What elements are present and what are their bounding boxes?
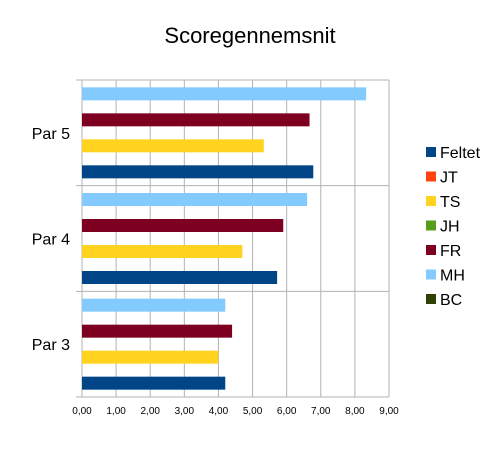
legend-label-mh: MH bbox=[440, 268, 465, 285]
bar-ts-par-4 bbox=[82, 245, 243, 258]
bar-mh-par-4 bbox=[82, 193, 308, 206]
legend-label-fr: FR bbox=[440, 243, 461, 260]
category-label: Par 4 bbox=[32, 232, 70, 249]
x-tick-label: 3,00 bbox=[175, 406, 195, 417]
x-tick-label: 2,00 bbox=[140, 406, 160, 417]
legend-label-jh: JH bbox=[440, 219, 460, 236]
legend-swatch-ts bbox=[426, 196, 436, 206]
legend-swatch-mh bbox=[426, 269, 436, 280]
legend-label-jt: JT bbox=[440, 170, 458, 187]
legend-swatch-fr bbox=[426, 245, 436, 255]
chart-title: Scoregennemsnit bbox=[164, 23, 335, 48]
legend: Feltet JT TS JH FR MH BC bbox=[426, 145, 481, 309]
bar-ts-par-5 bbox=[82, 139, 264, 153]
x-tick-label: 1,00 bbox=[106, 406, 126, 417]
legend-label-ts: TS bbox=[440, 194, 460, 211]
bar-feltet-par-5 bbox=[82, 165, 314, 179]
x-tick-label: 6,00 bbox=[277, 406, 297, 417]
bar-ts-par-3 bbox=[82, 350, 219, 364]
x-tick-label: 7,00 bbox=[311, 406, 331, 417]
gridlines bbox=[81, 80, 390, 397]
x-tick-labels: 0,00 1,00 2,00 3,00 4,00 5,00 6,00 7,00 8,00 9,00 bbox=[72, 406, 399, 417]
category-label: Par 3 bbox=[32, 337, 70, 354]
legend-label-bc: BC bbox=[440, 292, 462, 309]
legend-swatch-bc bbox=[426, 294, 436, 304]
bar-fr-par-4 bbox=[82, 219, 284, 232]
bar-feltet-par-3 bbox=[82, 376, 226, 390]
x-tick-label: 5,00 bbox=[243, 406, 263, 417]
category-labels: Par 3 Par 4 Par 5 bbox=[32, 126, 70, 354]
bar-feltet-par-4 bbox=[82, 271, 278, 284]
axes bbox=[76, 79, 389, 398]
bars bbox=[82, 87, 367, 390]
bar-mh-par-5 bbox=[82, 87, 367, 101]
bar-mh-par-3 bbox=[82, 298, 226, 312]
x-tick-label: 0,00 bbox=[72, 406, 92, 417]
x-tick-label: 9,00 bbox=[379, 406, 399, 417]
legend-swatch-jh bbox=[426, 220, 436, 231]
bar-fr-par-3 bbox=[82, 324, 233, 338]
legend-swatch-feltet bbox=[426, 147, 436, 157]
legend-label-feltet: Feltet bbox=[440, 145, 481, 162]
bar-fr-par-5 bbox=[82, 113, 310, 127]
legend-swatch-jt bbox=[426, 171, 436, 182]
category-label: Par 5 bbox=[32, 126, 70, 143]
x-tick-label: 8,00 bbox=[345, 406, 365, 417]
x-tick-label: 4,00 bbox=[209, 406, 229, 417]
